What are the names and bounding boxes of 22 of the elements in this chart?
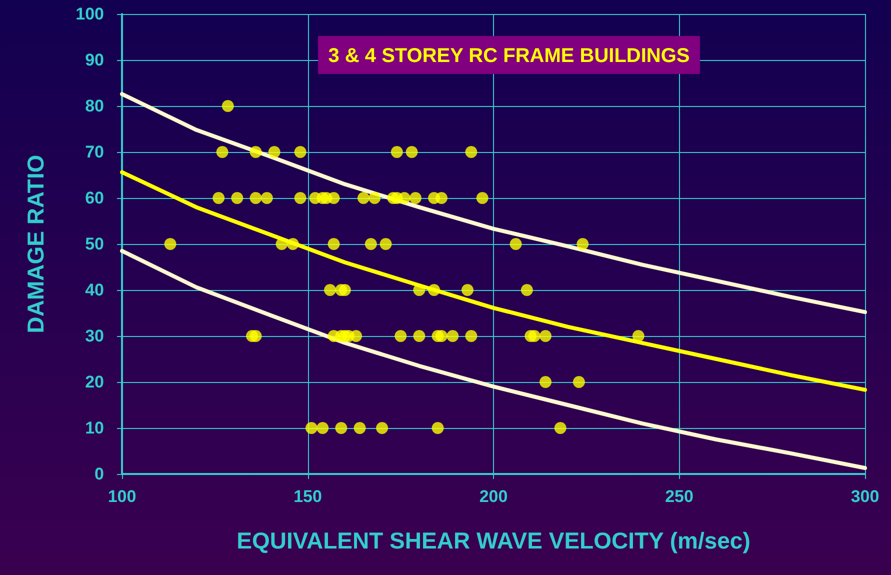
y-tick-label: 70 — [85, 142, 104, 162]
text: 3 & 4 STOREY RC FRAME BUILDINGS — [328, 45, 690, 67]
y-tick-label: 50 — [85, 234, 104, 254]
x-axis-title: EQUIVALENT SHEAR WAVE VELOCITY (m/sec) — [236, 528, 750, 554]
x-tick-label: 150 — [294, 487, 322, 506]
y-tick-label: 10 — [85, 418, 104, 438]
x-tick-label: 300 — [850, 487, 880, 506]
y-tick-label: 30 — [85, 326, 104, 346]
y-tick-label: 0 — [94, 464, 104, 484]
y-tick-label: 20 — [85, 372, 104, 392]
line-series — [120, 248, 867, 470]
y-tick-label: 60 — [85, 188, 104, 208]
x-tick-label: 250 — [665, 487, 694, 506]
y-tick-label: 40 — [85, 280, 104, 300]
y-axis-title: DAMAGE RATIO — [22, 154, 48, 334]
line-series — [120, 92, 867, 314]
x-tick-label: 100 — [108, 487, 136, 506]
line-series — [120, 170, 867, 392]
y-tick-label: 80 — [85, 96, 104, 116]
x-tick-label: 200 — [479, 487, 508, 506]
y-tick-label: 90 — [85, 50, 104, 70]
y-tick-label: 100 — [76, 4, 104, 24]
